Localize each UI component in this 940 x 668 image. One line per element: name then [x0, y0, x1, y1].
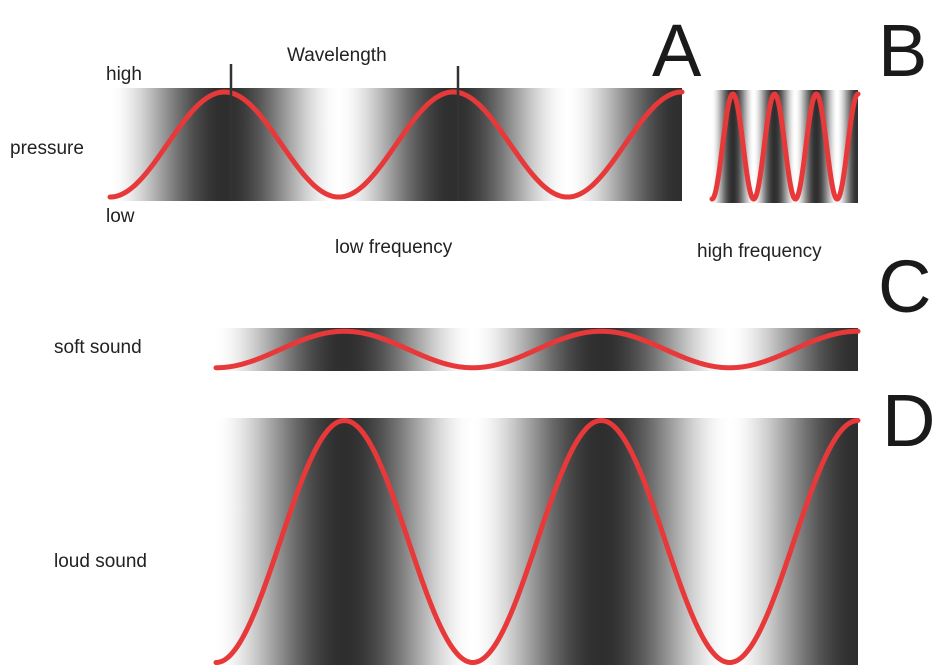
- high-frequency-caption: high frequency: [697, 241, 822, 262]
- panel-d-letter: D: [882, 379, 936, 462]
- low-frequency-caption: low frequency: [335, 237, 453, 258]
- low-pressure-label: low: [106, 206, 135, 227]
- panel-d-wave: [213, 417, 861, 666]
- panel-c-wave: [213, 328, 861, 371]
- panel-a-letter: A: [652, 9, 702, 92]
- pressure-axis-label: pressure: [10, 138, 84, 159]
- panel-c-letter: C: [878, 245, 932, 328]
- high-pressure-label: high: [106, 64, 142, 85]
- panel-d: [213, 417, 861, 666]
- soft-sound-caption: soft sound: [54, 337, 142, 358]
- panel-c: [213, 328, 861, 371]
- panel-b-letter: B: [878, 9, 928, 92]
- wavelength-label: Wavelength: [287, 45, 387, 66]
- panel-a-wave: [107, 89, 685, 200]
- panel-a: [107, 64, 685, 201]
- loud-sound-caption: loud sound: [54, 551, 147, 572]
- panel-b: [709, 90, 861, 203]
- panel-b-wave: [709, 91, 861, 202]
